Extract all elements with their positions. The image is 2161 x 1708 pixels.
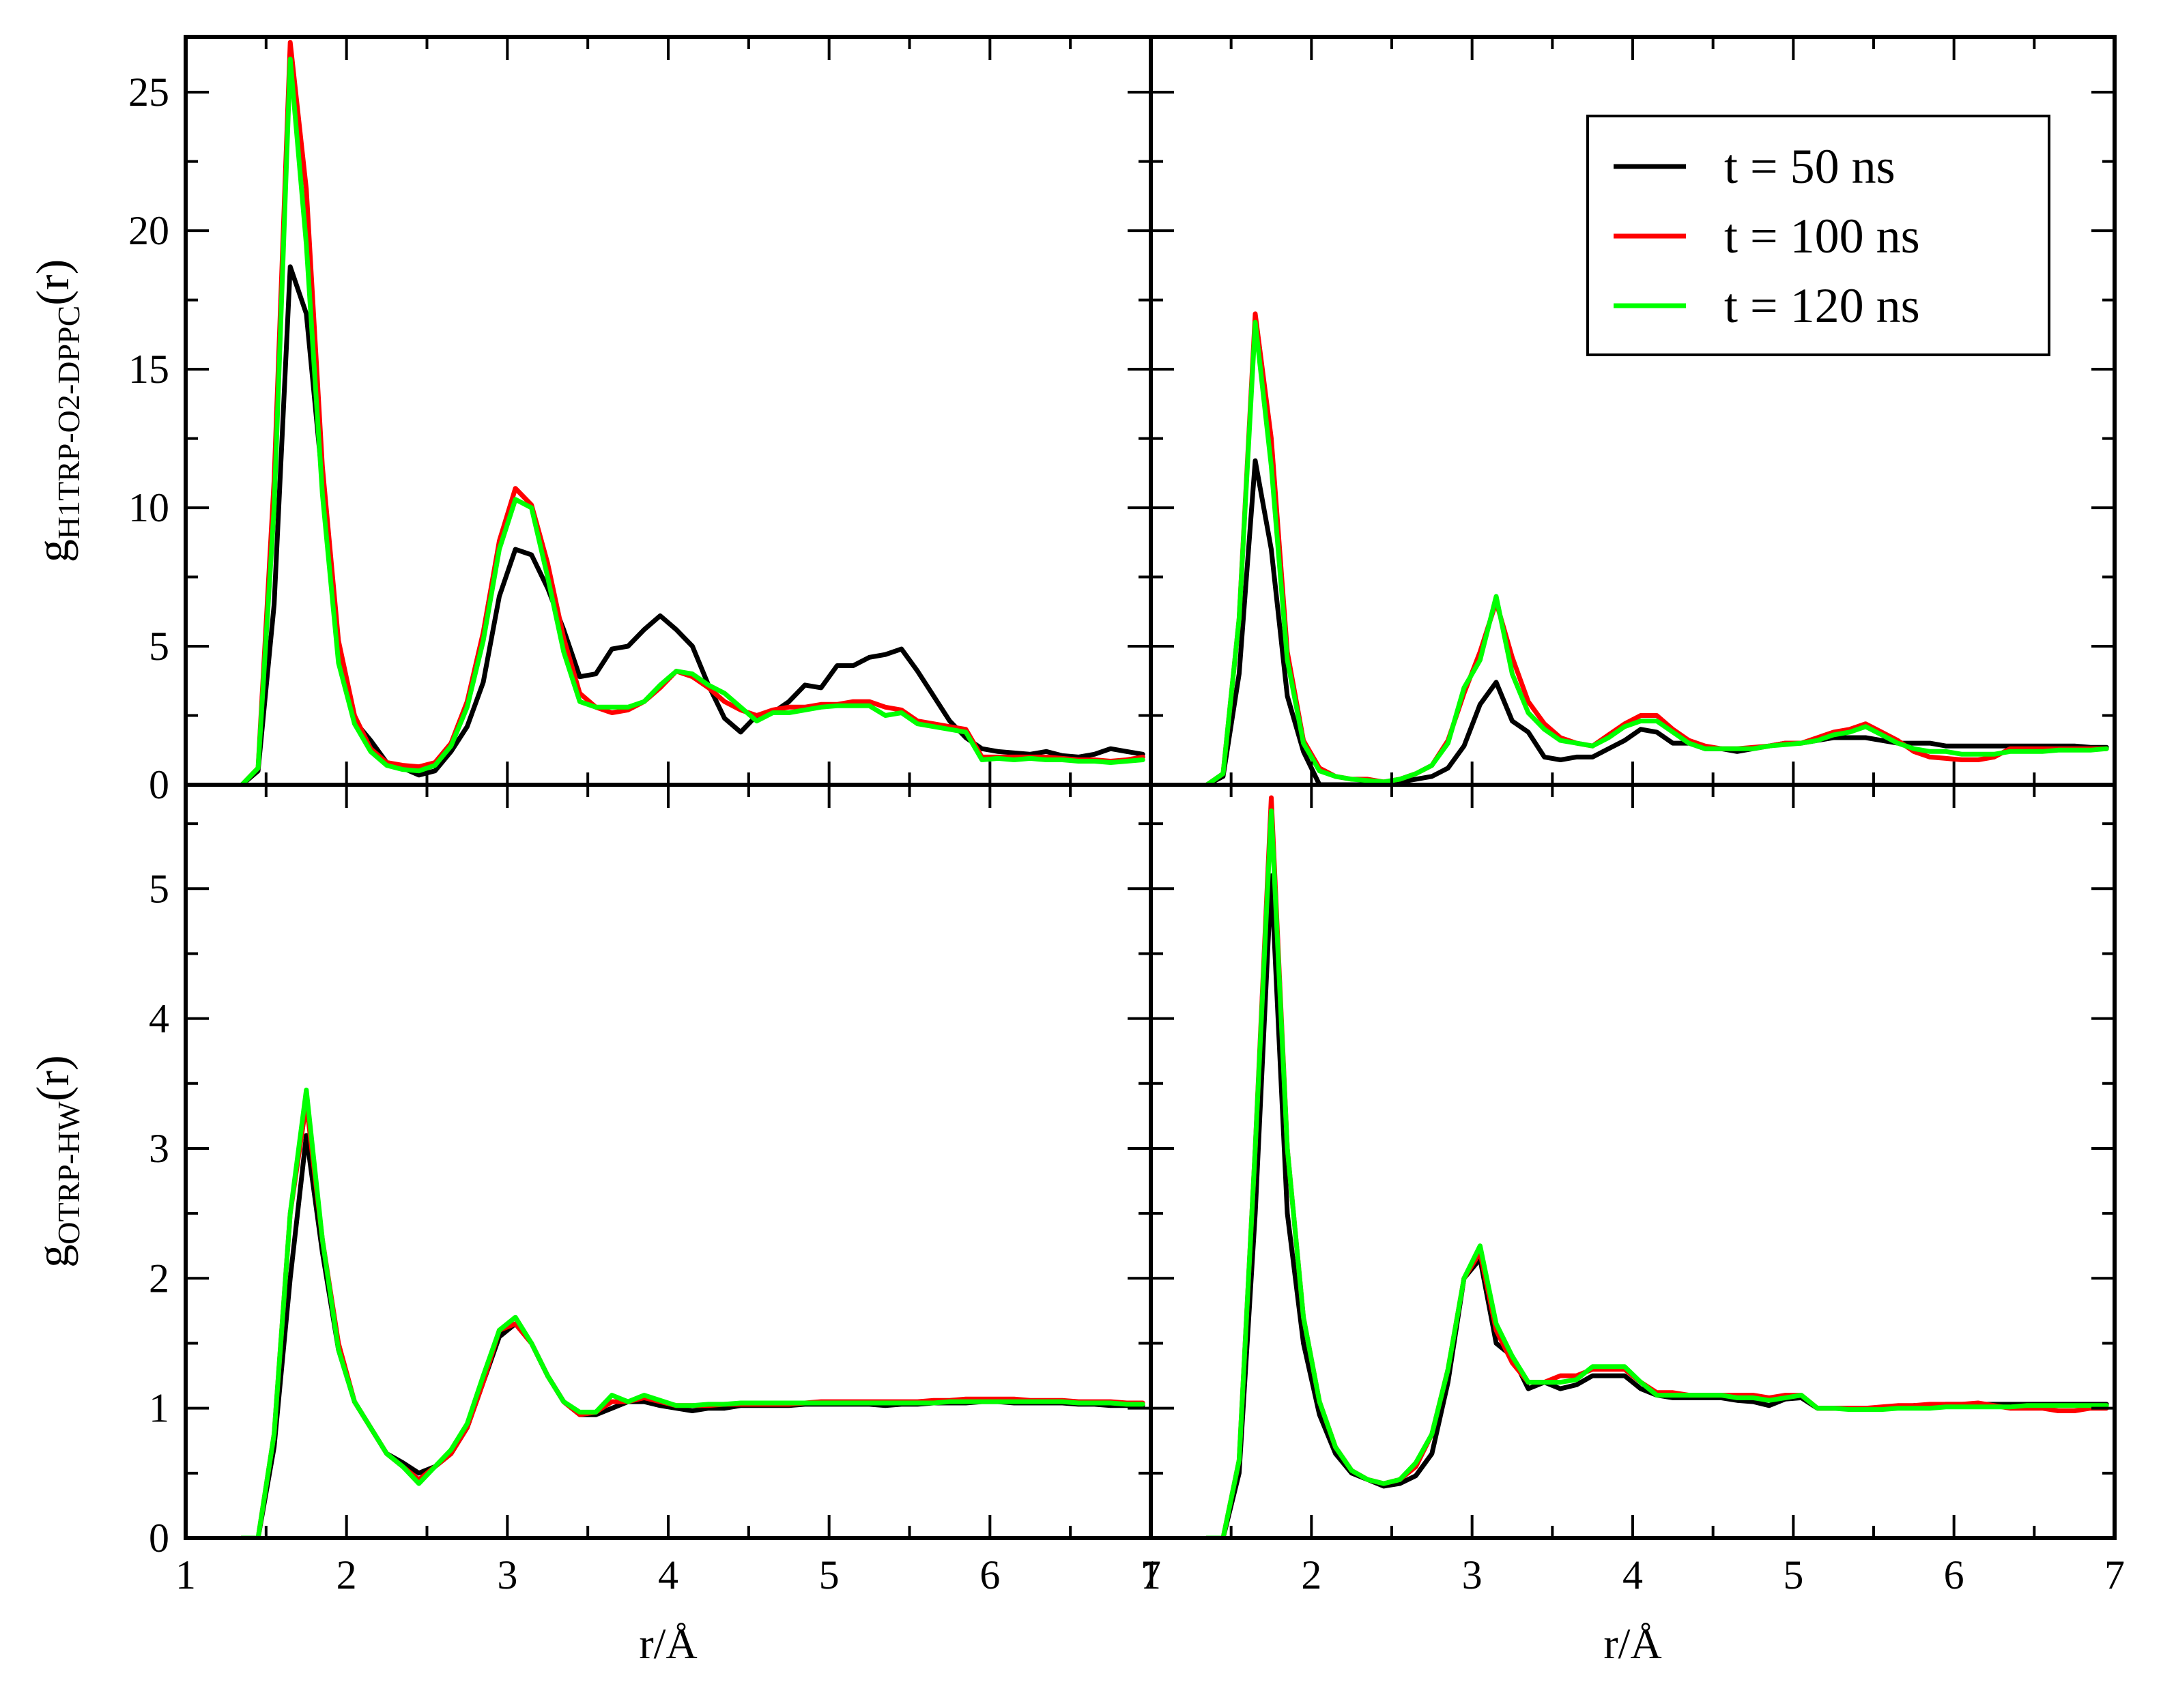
panel-r1-c0 xyxy=(240,1087,1145,1538)
y-tick-label: 20 xyxy=(128,208,169,253)
series-line-t-120-ns xyxy=(1204,319,2109,785)
y-axis-title-subscript: H1TRP-O2-DPPC xyxy=(51,306,86,540)
x-tick-label: 5 xyxy=(819,1552,840,1597)
x-tick-label: 2 xyxy=(1301,1552,1321,1597)
plot-layer xyxy=(240,40,2109,1538)
x-tick-label: 5 xyxy=(1783,1552,1803,1597)
y-tick-label: 4 xyxy=(149,996,169,1041)
x-axis-title: r/Å xyxy=(1603,1619,1661,1668)
legend-label: t = 50 ns xyxy=(1724,139,1895,194)
tick-layer xyxy=(184,37,2116,1539)
x-tick-label: 2 xyxy=(337,1552,357,1597)
y-axis-title-tail: (r) xyxy=(27,1055,78,1101)
y-tick-label: 0 xyxy=(149,1516,169,1561)
y-tick-label: 5 xyxy=(149,624,169,669)
x-tick-label: 3 xyxy=(497,1552,517,1597)
x-tick-label: 7 xyxy=(1141,1552,1161,1597)
y-tick-label: 1 xyxy=(149,1386,169,1431)
series-line-t-100-ns xyxy=(1204,311,2109,785)
series-line-t-100-ns xyxy=(1204,795,2109,1538)
series-line-t-100-ns xyxy=(240,1100,1145,1538)
x-tick-label: 1 xyxy=(1141,1552,1161,1597)
x-tick-label: 6 xyxy=(1944,1552,1964,1597)
y-tick-label: 5 xyxy=(149,866,169,911)
legend-label: t = 120 ns xyxy=(1724,278,1920,333)
y-axis-title-main: g xyxy=(27,539,78,562)
series-line-t-50-ns xyxy=(1204,873,2109,1538)
y-tick-label: 15 xyxy=(128,347,169,392)
x-tick-label: 4 xyxy=(658,1552,678,1597)
series-line-t-50-ns xyxy=(240,264,1145,785)
y-tick-label: 25 xyxy=(128,70,169,115)
legend-label: t = 100 ns xyxy=(1724,209,1920,263)
y-tick-label: 3 xyxy=(149,1126,169,1171)
series-line-t-120-ns xyxy=(240,57,1145,785)
y-tick-label: 10 xyxy=(128,485,169,530)
x-tick-label: 6 xyxy=(979,1552,1000,1597)
series-line-t-50-ns xyxy=(1204,458,2109,785)
series-line-t-120-ns xyxy=(240,1087,1145,1538)
panel-r0-c0 xyxy=(240,40,1145,785)
label-layer: 1 2 3 4 5 6 7r/Å1 2 3 4 5 6 7r/Å0510152025gH1TRP-O2-… xyxy=(27,70,2125,1668)
y-axis-title: gH1TRP-O2-DPPC(r) xyxy=(27,259,86,562)
x-axis-title: r/Å xyxy=(639,1619,697,1668)
y-tick-label: 0 xyxy=(149,762,169,807)
y-axis-title: gOTRP-HW(r) xyxy=(27,1055,86,1267)
y-tick-label: 2 xyxy=(149,1256,169,1301)
series-line-t-120-ns xyxy=(1204,808,2109,1538)
panel-r1-c1 xyxy=(1204,795,2109,1538)
x-tick-label: 4 xyxy=(1622,1552,1643,1597)
x-tick-label: 3 xyxy=(1462,1552,1483,1597)
y-axis-title-subscript: OTRP-HW xyxy=(51,1101,86,1245)
series-line-t-50-ns xyxy=(240,1133,1145,1538)
x-tick-label: 1 xyxy=(175,1552,196,1597)
y-axis-title-tail: (r) xyxy=(27,259,78,306)
y-axis-title-main: g xyxy=(27,1245,78,1268)
x-tick-label: 7 xyxy=(2104,1552,2125,1597)
legend: t = 50 ns t = 100 ns t = 120 ns xyxy=(1586,115,2050,356)
panel-r0-c1 xyxy=(1204,311,2109,785)
